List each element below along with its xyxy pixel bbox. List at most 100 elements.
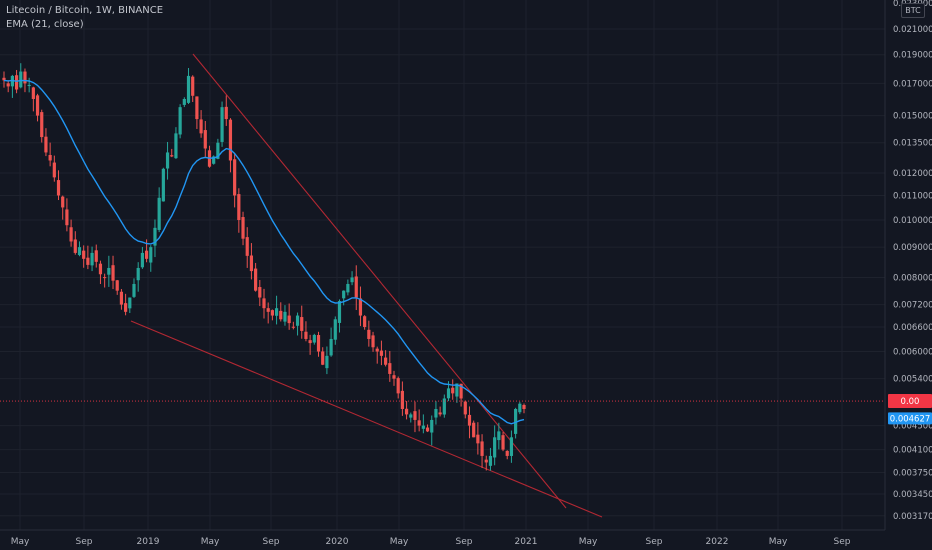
candle-body xyxy=(199,119,203,134)
candle-body xyxy=(132,283,136,297)
x-tick-label: May xyxy=(769,537,788,547)
chart-legend: Litecoin / Bitcoin, 1W, BINANCE EMA (21,… xyxy=(6,4,163,32)
candle-body xyxy=(379,350,384,356)
candle-body xyxy=(413,411,417,420)
support-trendline xyxy=(130,320,603,518)
candle-body xyxy=(325,355,329,369)
candle-body xyxy=(304,331,308,339)
candle-body xyxy=(115,280,119,291)
candle-body xyxy=(140,252,144,268)
last-price-label: 0.00 xyxy=(901,397,920,407)
candle-body xyxy=(254,268,258,291)
ema-tag xyxy=(888,412,932,425)
candle-body xyxy=(291,326,295,328)
candle-body xyxy=(384,357,388,365)
candle-body xyxy=(178,107,182,135)
candle-body xyxy=(388,363,392,374)
indicator-label[interactable]: EMA (21, close) xyxy=(6,19,84,30)
candle-body xyxy=(153,227,157,246)
y-tick-label: 0.019000 xyxy=(893,51,932,61)
candle-body xyxy=(249,255,254,272)
candle-body xyxy=(136,267,140,281)
candle-body xyxy=(375,348,379,352)
y-tick-label: 0.012000 xyxy=(893,169,932,179)
candle-body xyxy=(266,308,270,312)
x-tick-label: Sep xyxy=(456,537,473,547)
candle-body xyxy=(27,84,31,87)
candle-body xyxy=(233,159,237,196)
y-tick-label: 0.003750 xyxy=(893,469,932,479)
y-tick-label: 0.006600 xyxy=(893,323,932,333)
y-tick-label: 0.008000 xyxy=(893,273,932,283)
time-axis[interactable]: May Sep 2019 May Sep 2020 May Sep 2021 May Sep 2022… xyxy=(11,537,851,547)
currency-badge[interactable]: BTC xyxy=(901,3,925,18)
candle-body xyxy=(2,77,6,81)
price-axis[interactable]: 0.003170 0.003450 0.003750 0.004100 0.004500… xyxy=(893,0,932,522)
candle-body xyxy=(329,338,333,356)
candle-body xyxy=(212,156,216,164)
y-tick-label: 0.015000 xyxy=(893,112,932,122)
candle-body xyxy=(90,252,94,266)
candle-body xyxy=(6,83,10,87)
candle-body xyxy=(455,383,459,397)
candle-body xyxy=(144,250,149,259)
resistance-trendline xyxy=(192,53,567,509)
candle-body xyxy=(371,335,375,348)
candle-body xyxy=(65,209,69,226)
y-tick-label: 0.007200 xyxy=(893,301,932,311)
candle-body xyxy=(518,403,522,413)
candle-body xyxy=(182,98,186,105)
candle-body xyxy=(82,250,86,259)
candle-body xyxy=(446,388,451,399)
candle-body xyxy=(350,277,354,283)
candle-body xyxy=(308,340,312,344)
candle-body xyxy=(367,329,371,339)
candle-body xyxy=(128,297,132,309)
candle-body xyxy=(31,87,35,99)
candle-body xyxy=(228,119,233,161)
y-tick-label: 0.003450 xyxy=(893,490,932,500)
ema-value-label: 0.004627 xyxy=(890,414,931,424)
candle-body xyxy=(358,298,363,316)
candle-body xyxy=(165,152,170,169)
candle-body xyxy=(480,441,484,456)
x-tick-label: Sep xyxy=(834,537,851,547)
candle-body xyxy=(505,450,509,456)
candle-body xyxy=(111,265,115,281)
y-tick-label: 0.009000 xyxy=(893,243,932,253)
y-tick-label: 0.013500 xyxy=(893,139,932,149)
price-tags: 0.00 0.004627 xyxy=(888,394,932,425)
candle-body xyxy=(463,401,467,415)
candle-body xyxy=(220,107,224,142)
candle-body xyxy=(442,398,446,415)
candle-body xyxy=(216,142,220,159)
candle-body xyxy=(316,335,321,352)
candle-body xyxy=(237,194,241,220)
candles xyxy=(2,63,526,471)
symbol-title[interactable]: Litecoin / Bitcoin, 1W, BINANCE xyxy=(6,5,164,16)
x-tick-label: May xyxy=(11,537,30,547)
candle-body xyxy=(295,315,300,326)
candle-body xyxy=(337,301,342,323)
candle-body xyxy=(40,112,44,138)
candle-body xyxy=(119,291,124,305)
y-tick-label: 0.004100 xyxy=(893,446,932,456)
candle-body xyxy=(52,162,56,178)
candle-body xyxy=(509,437,514,456)
candle-body xyxy=(283,311,287,322)
candle-body xyxy=(434,408,438,418)
ema-line xyxy=(3,79,525,425)
candle-body xyxy=(514,408,518,434)
x-tick-label: May xyxy=(201,537,220,547)
candle-body xyxy=(287,315,291,324)
candle-body xyxy=(107,267,111,275)
candle-body xyxy=(19,71,23,88)
candle-body xyxy=(174,133,178,159)
candle-body xyxy=(23,71,27,84)
x-tick-label: 2022 xyxy=(706,537,729,547)
y-tick-label: 0.004500 xyxy=(893,422,932,432)
candle-body xyxy=(186,75,191,103)
candle-body xyxy=(346,283,350,293)
y-tick-label: 0.005400 xyxy=(893,375,932,385)
